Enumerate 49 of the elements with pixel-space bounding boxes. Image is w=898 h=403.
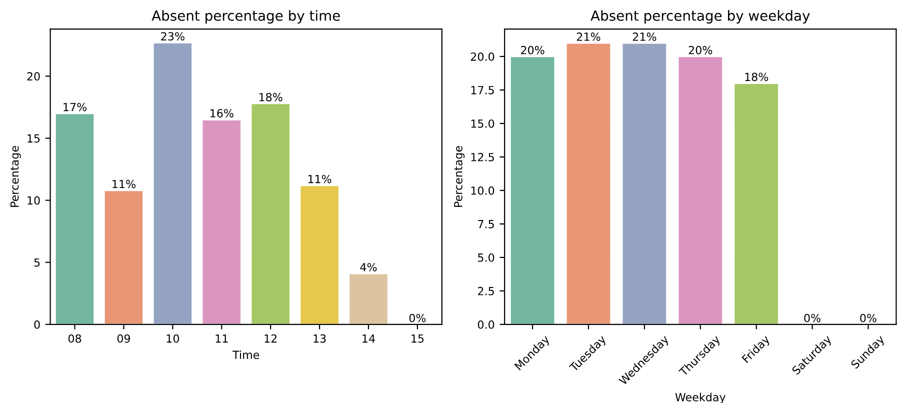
chart-title: Absent percentage by weekday xyxy=(590,10,810,24)
data-label: 20% xyxy=(688,46,712,54)
y-tick-label: 12.5 xyxy=(471,152,494,162)
data-label: 18% xyxy=(259,92,282,102)
y-tick-label: 20.0 xyxy=(470,52,494,61)
data-label: 18% xyxy=(745,72,768,82)
data-label: 17% xyxy=(64,102,86,112)
data-label: 23% xyxy=(161,32,184,41)
y-tick-label: 10 xyxy=(28,196,40,205)
bar xyxy=(103,190,144,324)
data-label: 11% xyxy=(308,174,332,184)
y-tick-label: 0.0 xyxy=(478,320,494,329)
data-label: 20% xyxy=(521,46,544,54)
y-tick-label: 17.5 xyxy=(471,86,494,94)
data-label: 21% xyxy=(576,32,600,41)
y-tick-label: 7.5 xyxy=(478,220,494,228)
bar xyxy=(152,42,193,324)
data-label: 4% xyxy=(360,262,377,272)
x-tick-label: 15 xyxy=(412,334,424,343)
y-tick-label: 5 xyxy=(34,258,40,267)
data-label: 0% xyxy=(804,314,820,322)
bar xyxy=(348,272,389,324)
y-tick-label: 2.5 xyxy=(478,286,494,296)
data-label: 0% xyxy=(409,314,426,322)
bar xyxy=(201,118,242,324)
y-tick-label: 0 xyxy=(34,320,40,329)
y-tick-label: 15.0 xyxy=(471,119,494,128)
x-tick-label: 08 xyxy=(68,334,82,343)
x-tick-label: 14 xyxy=(362,334,375,343)
x-tick-label: 11 xyxy=(216,334,228,343)
y-tick-label: 20 xyxy=(27,72,40,81)
y-tick-label: 5.0 xyxy=(478,253,494,262)
x-tick-label: 12 xyxy=(264,334,277,343)
chart-title: Absent percentage by time xyxy=(152,10,340,24)
y-tick-label: 10.0 xyxy=(471,186,494,195)
x-tick-label: 13 xyxy=(314,334,326,343)
y-tick-label: 15 xyxy=(28,134,40,143)
data-label: 11% xyxy=(112,180,136,188)
data-label: 21% xyxy=(632,32,656,41)
bar xyxy=(250,102,291,324)
data-label: 0% xyxy=(860,314,876,322)
y-axis-title: Percentage xyxy=(454,146,465,207)
y-axis-title: Percentage xyxy=(10,146,21,207)
x-tick-label: 09 xyxy=(117,334,130,343)
x-axis-title: Time xyxy=(232,350,260,360)
bar xyxy=(54,112,96,324)
x-tick-label: 10 xyxy=(166,334,180,343)
bar xyxy=(299,184,340,324)
data-label: 16% xyxy=(210,109,234,118)
